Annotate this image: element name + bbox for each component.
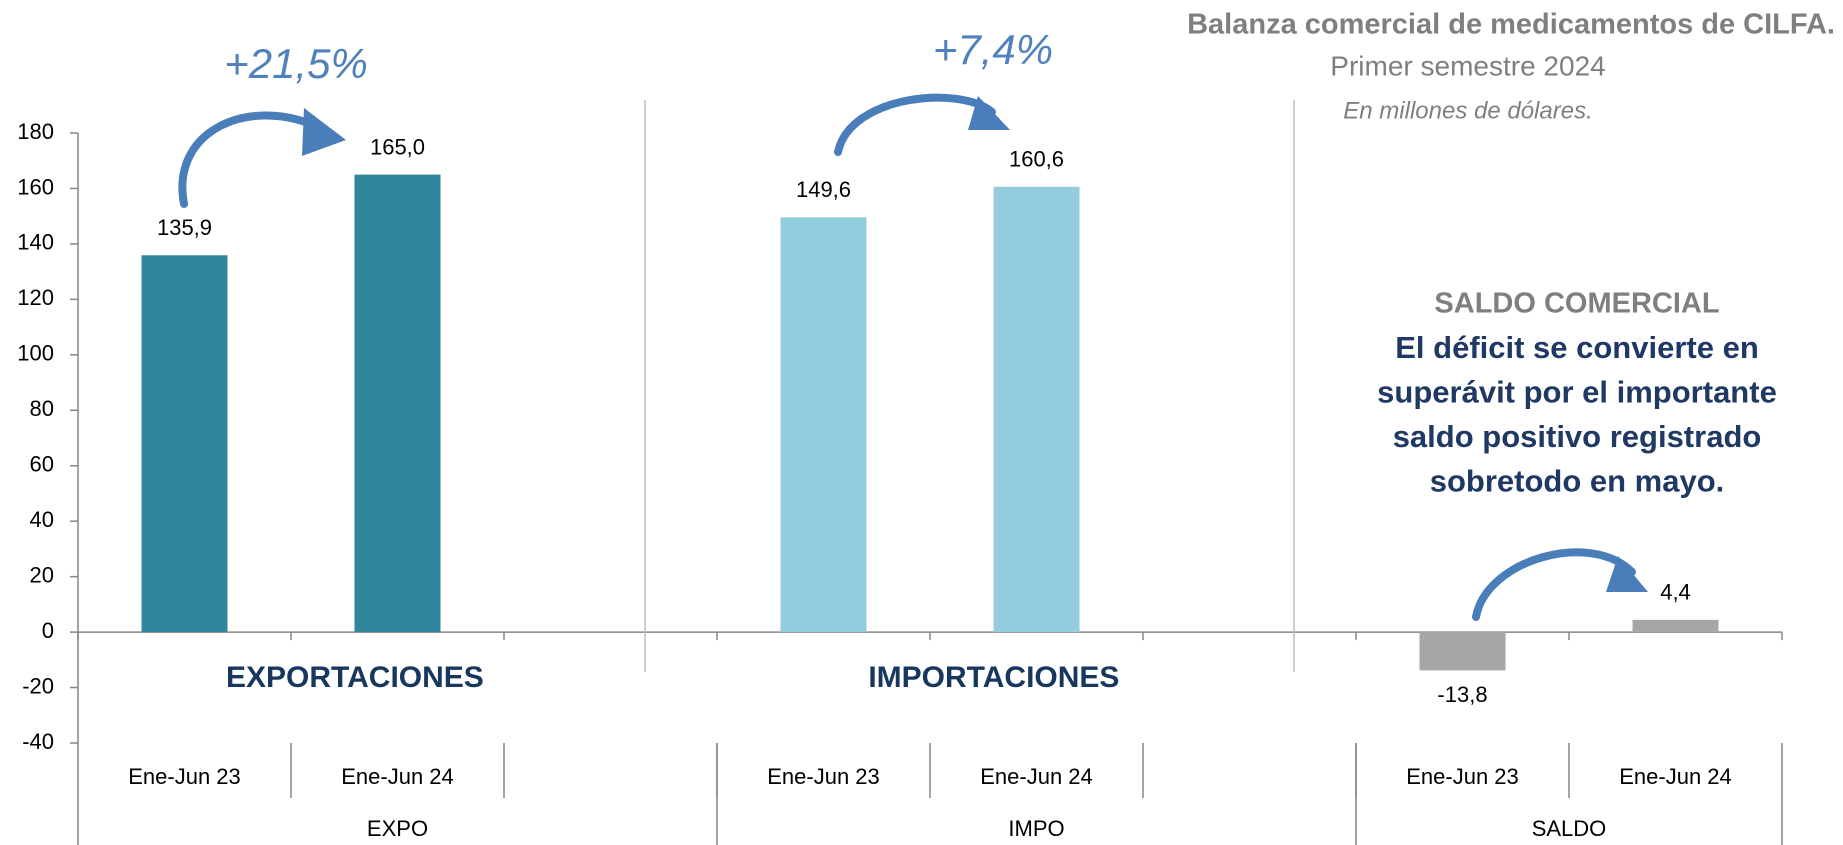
y-tick-label: 20 xyxy=(30,562,54,587)
x-tick-label: Ene-Jun 24 xyxy=(980,764,1093,789)
group-heading: IMPORTACIONES xyxy=(868,661,1119,694)
y-tick-label: 60 xyxy=(30,452,54,477)
group-label: IMPO xyxy=(1008,816,1064,841)
chart-title: Balanza comercial de medicamentos de CIL… xyxy=(1187,9,1835,41)
y-tick-label: -40 xyxy=(22,729,54,754)
group-label: SALDO xyxy=(1532,816,1607,841)
bar xyxy=(354,174,441,633)
saldo-text: El déficit se convierte en xyxy=(1395,330,1759,365)
saldo-heading: SALDO COMERCIAL xyxy=(1434,288,1719,320)
value-label: 149,6 xyxy=(796,177,851,202)
chart-subtitle: Primer semestre 2024 xyxy=(1330,50,1605,81)
x-tick-label: Ene-Jun 24 xyxy=(1619,764,1732,789)
saldo-text: superávit por el importante xyxy=(1377,375,1777,410)
arrow xyxy=(178,111,324,208)
x-tick-label: Ene-Jun 23 xyxy=(128,764,241,789)
arrow-head xyxy=(302,108,346,156)
bar xyxy=(780,217,867,633)
x-tick-label: Ene-Jun 24 xyxy=(341,764,454,789)
saldo-text: saldo positivo registrado xyxy=(1393,419,1762,454)
bar xyxy=(141,255,228,633)
arrow-head xyxy=(968,96,1010,130)
y-tick-label: 140 xyxy=(17,230,54,255)
group-label: EXPO xyxy=(367,816,428,841)
x-tick-label: Ene-Jun 23 xyxy=(767,764,880,789)
arrow xyxy=(1472,548,1636,621)
group-heading: EXPORTACIONES xyxy=(226,661,484,694)
value-label: 165,0 xyxy=(370,134,425,159)
bar xyxy=(1632,619,1719,633)
y-tick-label: 40 xyxy=(30,507,54,532)
value-label: 4,4 xyxy=(1660,580,1691,605)
y-tick-label: 0 xyxy=(42,618,54,643)
y-tick-label: 120 xyxy=(17,285,54,310)
bar xyxy=(1419,632,1506,671)
saldo-text: sobretodo en mayo. xyxy=(1430,464,1725,499)
y-tick-label: 100 xyxy=(17,341,54,366)
arrow-head xyxy=(1606,556,1648,592)
value-label: 160,6 xyxy=(1009,147,1064,172)
x-tick-label: Ene-Jun 23 xyxy=(1406,764,1519,789)
y-tick-label: -20 xyxy=(22,673,54,698)
y-tick-label: 80 xyxy=(30,396,54,421)
bar xyxy=(993,186,1080,633)
value-label: 135,9 xyxy=(157,215,212,240)
y-tick-label: 160 xyxy=(17,174,54,199)
change-label: +21,5% xyxy=(224,40,368,87)
value-label: -13,8 xyxy=(1437,682,1487,707)
chart-note: En millones de dólares. xyxy=(1343,97,1592,124)
arrow xyxy=(834,93,996,156)
y-tick-label: 180 xyxy=(17,119,54,144)
change-label: +7,4% xyxy=(933,26,1053,73)
